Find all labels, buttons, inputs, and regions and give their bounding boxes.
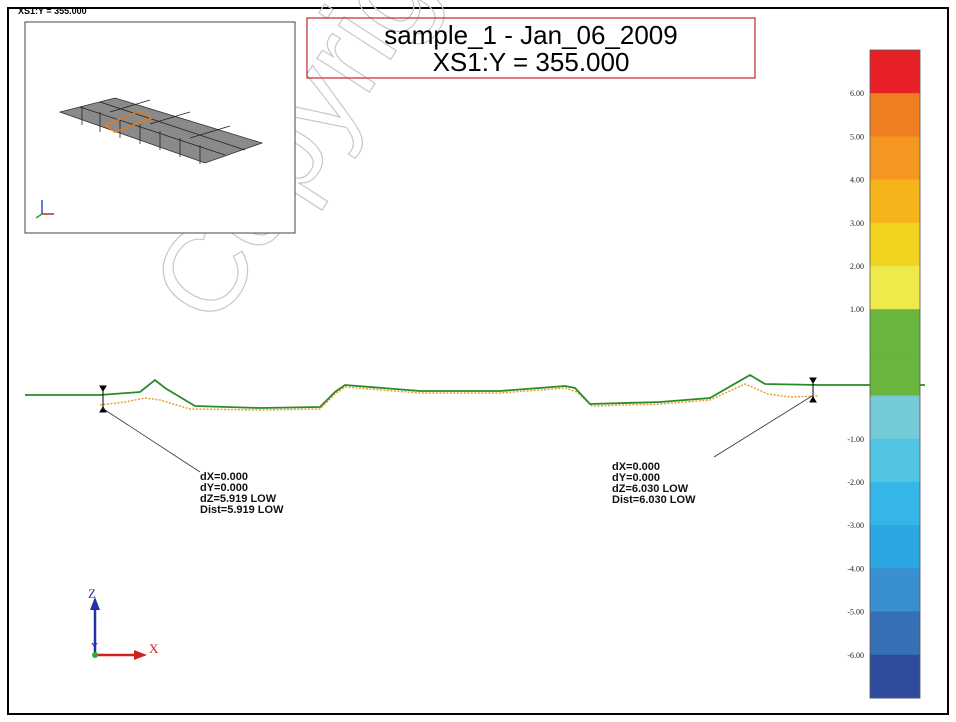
title-line: sample_1 - Jan_06_2009 [384,20,677,50]
annotation-line: Dist=5.919 LOW [200,504,284,516]
scale-segment [870,222,920,267]
scale-label: 2.00 [850,262,864,271]
scale-segment [870,482,920,526]
scale-label: -5.00 [847,608,864,617]
scale-segment [870,395,920,440]
scale-segment [870,136,920,181]
scale-label: -3.00 [847,521,864,530]
scale-label: -1.00 [847,435,864,444]
annotation-line: dZ=5.919 LOW [200,493,277,505]
scale-segment [870,568,920,613]
scale-segment [870,525,920,569]
scale-segment [870,50,920,94]
deviation-marker [99,377,817,413]
scale-label: 5.00 [850,132,864,141]
scale-segment [870,93,920,137]
scale-segment [870,654,920,699]
axis-label: X [149,641,159,656]
scale-label: -4.00 [847,564,864,573]
measured-profile [99,383,819,411]
axis-label: Y [91,642,98,653]
scale-label: 6.00 [850,89,864,98]
annotation-line: Dist=6.030 LOW [612,494,696,506]
scale-segment [870,352,920,397]
scale-label: -6.00 [847,651,864,660]
scale-segment [870,266,920,310]
axis-triad [90,597,147,660]
leader-line [713,395,813,458]
scale-segment [870,438,920,483]
annotation-line: dX=0.000 [612,461,660,473]
axis-label: Z [88,586,96,601]
annotation-line: dY=0.000 [612,472,660,484]
scale-label: -2.00 [847,478,864,487]
annotation-line: dZ=6.030 LOW [612,483,689,495]
inset-view [24,21,296,234]
annotation-line: dX=0.000 [200,471,248,483]
annotation-line: dY=0.000 [200,482,248,494]
scale-label: 3.00 [850,219,864,228]
title-line: XS1:Y = 355.000 [433,47,630,77]
scale-segment [870,309,920,353]
scale-segment [870,179,920,224]
scale-label: 1.00 [850,305,864,314]
scale-frame [869,49,921,699]
scale-label: 4.00 [850,176,864,185]
scale-segment [870,611,920,656]
title-box [306,17,756,79]
nominal-profile [25,373,925,409]
section-label: XS1:Y = 355.000 [18,6,87,16]
leader-line [101,407,201,473]
